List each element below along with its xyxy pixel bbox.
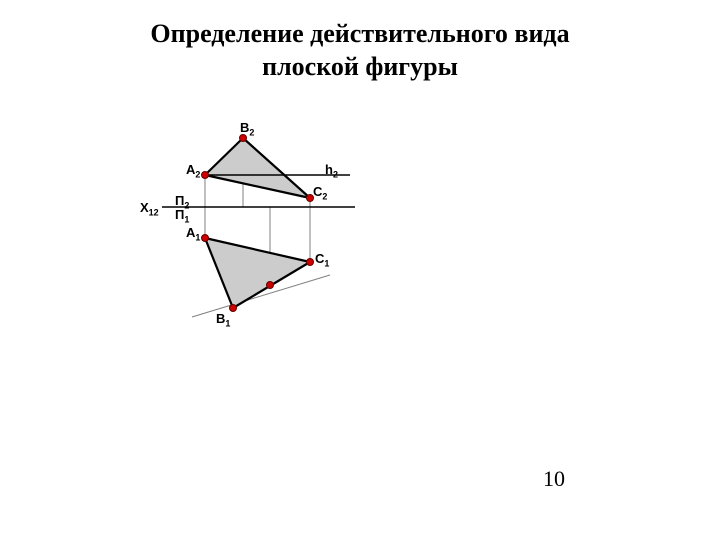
title-line1: Определение действительного вида: [150, 19, 569, 48]
title-line2: плоской фигуры: [262, 52, 458, 81]
diagram: B2 A2 h2 C2 X12 П2 П1 A1 C1 B1: [150, 120, 390, 340]
slide: Определение действительного вида плоской…: [0, 0, 720, 540]
label-B1: B1: [216, 311, 230, 329]
label-A1: A1: [186, 225, 200, 243]
label-P1: П1: [175, 207, 189, 225]
label-X12: X12: [140, 200, 159, 218]
label-h2: h2: [325, 162, 338, 180]
slide-title: Определение действительного вида плоской…: [0, 18, 720, 83]
label-A2: A2: [186, 162, 200, 180]
page-number: 10: [543, 466, 565, 492]
label-C2: C2: [313, 184, 327, 202]
label-C1: C1: [315, 251, 329, 269]
label-B2: B2: [240, 120, 254, 138]
